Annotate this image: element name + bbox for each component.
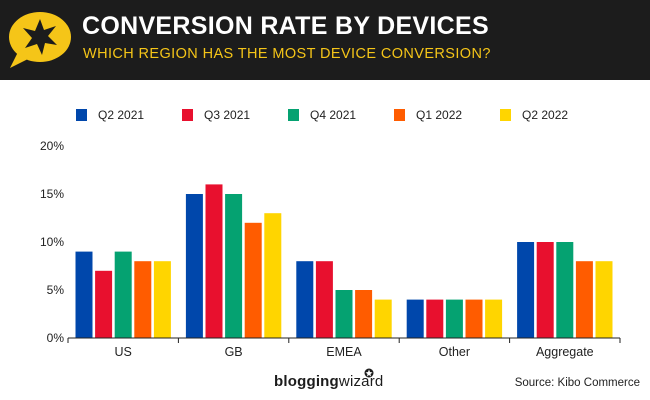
legend-label: Q2 2022 bbox=[522, 108, 568, 122]
legend: Q2 2021 Q3 2021 Q4 2021 Q1 2022 Q2 2022 bbox=[76, 108, 568, 122]
page-title: CONVERSION RATE BY DEVICES bbox=[82, 12, 489, 40]
bar bbox=[153, 261, 171, 338]
bar bbox=[517, 242, 535, 338]
legend-label: Q4 2021 bbox=[310, 108, 356, 122]
source-note: Source: Kibo Commerce bbox=[514, 377, 640, 389]
brand-logo: bloggingwizard bbox=[274, 373, 383, 390]
bar bbox=[114, 251, 132, 338]
y-tick-label: 5% bbox=[47, 283, 65, 297]
y-tick-label: 0% bbox=[47, 331, 65, 345]
bar bbox=[575, 261, 593, 338]
bar-series bbox=[75, 184, 613, 338]
bar bbox=[185, 194, 203, 338]
y-axis: 0% 5% 10% 15% 20% bbox=[40, 139, 64, 345]
page-subtitle: WHICH REGION HAS THE MOST DEVICE CONVERS… bbox=[83, 46, 491, 62]
bar bbox=[134, 261, 152, 338]
brand-logo-light: wizard bbox=[338, 373, 384, 390]
x-tick-label: US bbox=[115, 345, 132, 359]
x-axis: US GB EMEA Other Aggregate bbox=[67, 338, 621, 359]
bar bbox=[296, 261, 314, 338]
bar bbox=[315, 261, 333, 338]
legend-label: Q3 2021 bbox=[204, 108, 250, 122]
bar bbox=[264, 213, 282, 338]
bar bbox=[536, 242, 554, 338]
y-tick-label: 10% bbox=[40, 235, 64, 249]
star-speech-bubble-icon bbox=[9, 12, 71, 68]
legend-swatch bbox=[288, 109, 299, 121]
brand-logo-bold: blogging bbox=[274, 373, 339, 390]
legend-swatch bbox=[394, 109, 405, 121]
bar bbox=[95, 270, 113, 338]
bar bbox=[426, 299, 444, 338]
x-tick-label: GB bbox=[225, 345, 243, 359]
x-tick-label: EMEA bbox=[326, 345, 362, 359]
bar bbox=[355, 290, 373, 338]
x-tick-label: Aggregate bbox=[536, 345, 594, 359]
legend-swatch bbox=[76, 109, 87, 121]
bar bbox=[244, 222, 262, 338]
y-tick-label: 15% bbox=[40, 187, 64, 201]
bar bbox=[406, 299, 424, 338]
bar bbox=[225, 194, 243, 338]
bar bbox=[205, 184, 223, 338]
bar bbox=[445, 299, 463, 338]
bar-chart: Q2 2021 Q3 2021 Q4 2021 Q1 2022 Q2 2022 0% 5%… bbox=[40, 108, 621, 359]
legend-swatch bbox=[500, 109, 511, 121]
bar bbox=[465, 299, 483, 338]
legend-label: Q1 2022 bbox=[416, 108, 462, 122]
bar bbox=[556, 242, 574, 338]
chart-area: Q2 2021 Q3 2021 Q4 2021 Q1 2022 Q2 2022 0% 5%… bbox=[0, 80, 650, 400]
x-tick-label: Other bbox=[439, 345, 470, 359]
legend-label: Q2 2021 bbox=[98, 108, 144, 122]
bar bbox=[485, 299, 503, 338]
bar bbox=[335, 290, 353, 338]
bar bbox=[374, 299, 392, 338]
legend-swatch bbox=[182, 109, 193, 121]
wizard-hat-icon bbox=[364, 368, 374, 378]
header-banner: CONVERSION RATE BY DEVICES WHICH REGION … bbox=[0, 0, 650, 80]
bar bbox=[75, 251, 93, 338]
bar bbox=[595, 261, 613, 338]
y-tick-label: 20% bbox=[40, 139, 64, 153]
